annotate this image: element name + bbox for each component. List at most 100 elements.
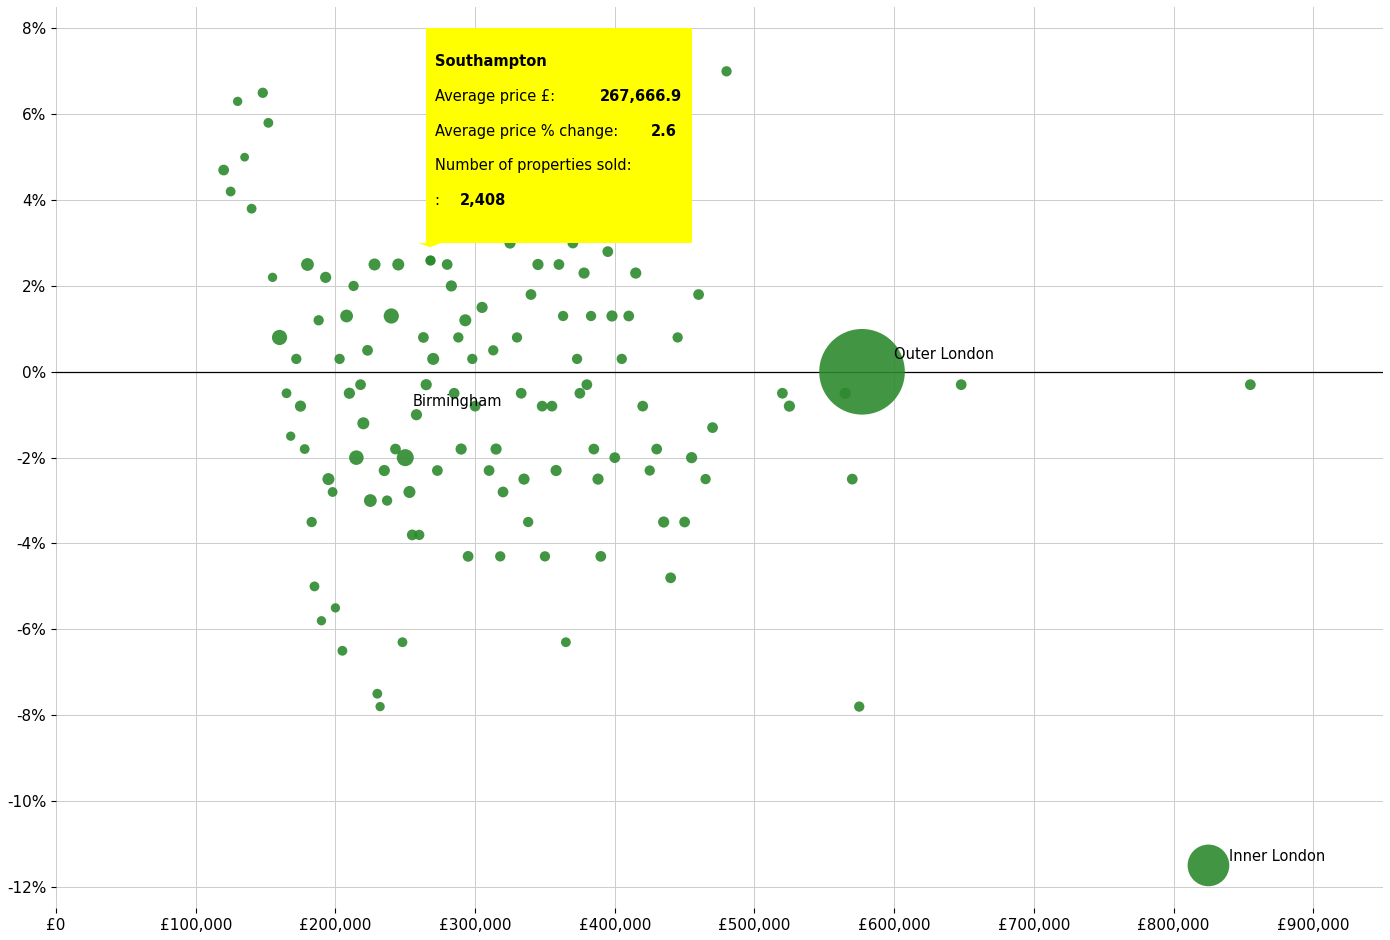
Point bbox=[418, 253, 441, 268]
Point bbox=[279, 429, 302, 444]
Point bbox=[296, 257, 318, 272]
Point bbox=[368, 699, 391, 714]
Point bbox=[645, 442, 667, 457]
Point bbox=[375, 494, 398, 509]
Point bbox=[841, 472, 863, 487]
Point bbox=[471, 300, 493, 315]
Point bbox=[268, 330, 291, 345]
Point bbox=[659, 571, 681, 586]
Point bbox=[345, 450, 367, 465]
Point bbox=[300, 514, 322, 529]
Point bbox=[575, 377, 598, 392]
Point bbox=[261, 270, 284, 285]
Text: :: : bbox=[435, 193, 445, 208]
Point bbox=[520, 287, 542, 302]
Point bbox=[489, 549, 512, 564]
Point bbox=[545, 463, 567, 478]
Point bbox=[851, 365, 873, 380]
Point bbox=[359, 494, 381, 509]
Point bbox=[352, 415, 374, 431]
Point bbox=[388, 257, 410, 272]
Point bbox=[317, 472, 339, 487]
Point bbox=[443, 385, 466, 400]
Point bbox=[600, 308, 623, 323]
Point bbox=[485, 442, 507, 457]
Point bbox=[580, 308, 602, 323]
Point bbox=[1240, 377, 1262, 392]
Point bbox=[510, 385, 532, 400]
Point bbox=[399, 484, 421, 499]
Point bbox=[834, 385, 856, 400]
Point bbox=[293, 442, 316, 457]
Point bbox=[771, 385, 794, 400]
Point bbox=[513, 472, 535, 487]
Point bbox=[385, 442, 407, 457]
Point bbox=[448, 330, 470, 345]
Text: 2.6: 2.6 bbox=[651, 123, 677, 138]
Point bbox=[275, 385, 297, 400]
Point bbox=[603, 450, 626, 465]
Point bbox=[541, 399, 563, 414]
Point bbox=[366, 686, 388, 701]
Point bbox=[450, 442, 473, 457]
Point bbox=[527, 257, 549, 272]
Point bbox=[381, 308, 403, 323]
Point bbox=[220, 184, 242, 199]
Point bbox=[314, 270, 336, 285]
Point bbox=[464, 399, 486, 414]
Point bbox=[240, 201, 263, 216]
Point bbox=[416, 377, 438, 392]
Point bbox=[478, 463, 500, 478]
Point bbox=[555, 634, 577, 650]
Point bbox=[234, 149, 256, 164]
Point bbox=[548, 257, 570, 272]
Point bbox=[356, 343, 378, 358]
Point bbox=[252, 86, 274, 101]
Point bbox=[667, 330, 689, 345]
Point bbox=[778, 399, 801, 414]
Point bbox=[531, 399, 553, 414]
Point bbox=[402, 527, 424, 542]
Point bbox=[213, 163, 235, 178]
Text: 267,666.9: 267,666.9 bbox=[599, 89, 681, 103]
Point bbox=[331, 643, 353, 658]
Point bbox=[395, 450, 417, 465]
Point bbox=[257, 116, 279, 131]
Point bbox=[482, 343, 505, 358]
Point bbox=[413, 330, 435, 345]
Point bbox=[436, 257, 459, 272]
Point bbox=[409, 527, 431, 542]
Point bbox=[638, 463, 660, 478]
Point bbox=[517, 514, 539, 529]
Point bbox=[674, 514, 696, 529]
Point bbox=[492, 484, 514, 499]
Text: Outer London: Outer London bbox=[894, 347, 994, 362]
Point bbox=[441, 278, 463, 293]
Point bbox=[552, 308, 574, 323]
Text: Average price £:: Average price £: bbox=[435, 89, 559, 103]
Point bbox=[324, 601, 346, 616]
Point bbox=[534, 549, 556, 564]
Point bbox=[617, 308, 639, 323]
Point bbox=[461, 352, 484, 367]
Point bbox=[587, 472, 609, 487]
Point bbox=[688, 287, 710, 302]
Point bbox=[349, 377, 371, 392]
Point bbox=[594, 223, 616, 238]
Point bbox=[562, 236, 584, 251]
Point bbox=[569, 385, 591, 400]
Point bbox=[589, 549, 612, 564]
Polygon shape bbox=[418, 243, 441, 247]
Point bbox=[951, 377, 973, 392]
Text: Southampton: Southampton bbox=[435, 55, 546, 70]
Point bbox=[455, 313, 477, 328]
Point bbox=[582, 442, 605, 457]
Text: Birmingham: Birmingham bbox=[413, 395, 502, 409]
Point bbox=[610, 352, 632, 367]
Point bbox=[285, 352, 307, 367]
Point bbox=[695, 472, 717, 487]
Point bbox=[335, 308, 357, 323]
Point bbox=[631, 399, 653, 414]
Point bbox=[681, 450, 703, 465]
Point bbox=[573, 265, 595, 280]
